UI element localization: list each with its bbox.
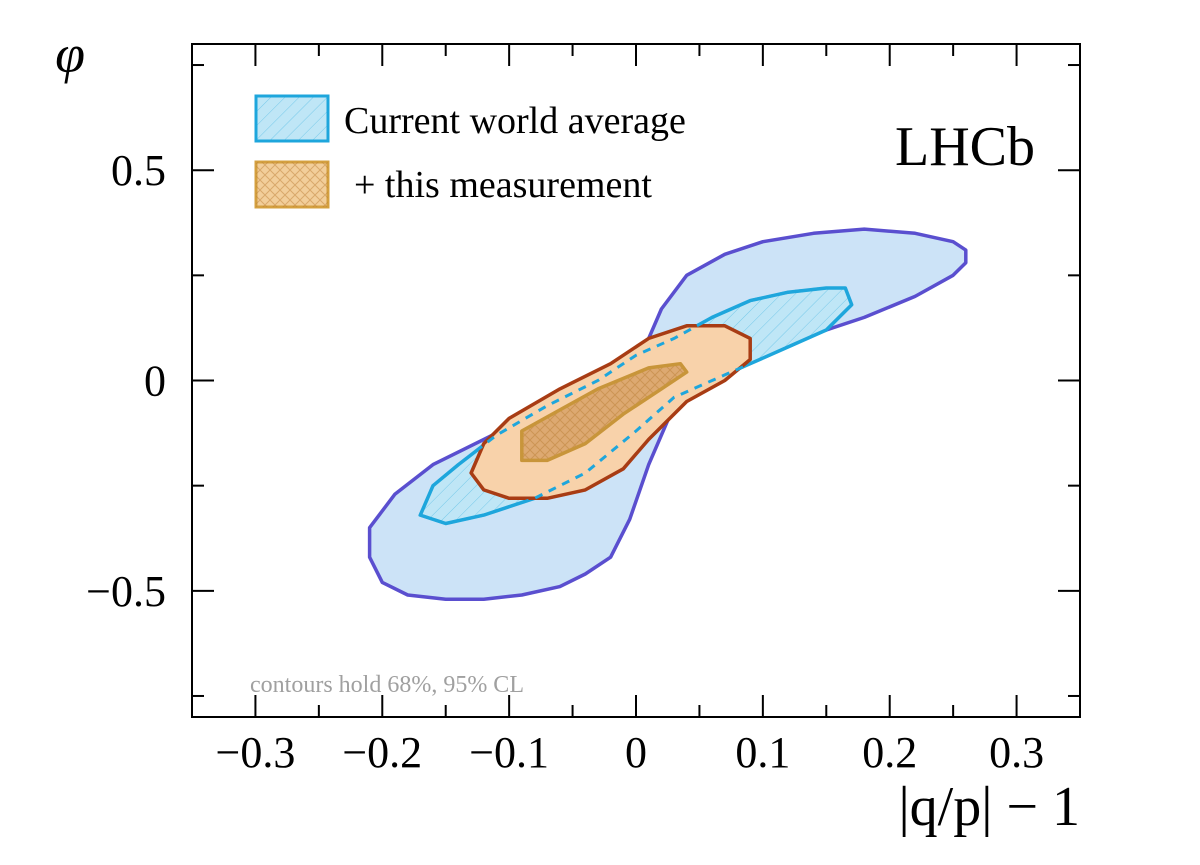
y-tick-label: 0.5 (111, 146, 166, 195)
plot-frame (191, 43, 1081, 718)
x-tick-label: 0.1 (735, 728, 790, 777)
legend-label-this-measurement: + this measurement (354, 164, 652, 206)
experiment-label: LHCb (895, 116, 1035, 178)
legend-swatch-world-average-hatch (256, 96, 328, 141)
contour-this-measurement-68cl-hatch (521, 363, 687, 461)
x-tick-label: 0 (625, 728, 647, 777)
cl-annotation: contours hold 68%, 95% CL (250, 672, 524, 698)
y-tick-label: −0.5 (86, 567, 166, 616)
y-tick-label: 0 (144, 357, 166, 406)
tick-labels: −0.3 −0.2 −0.1 0 0.1 0.2 0.3 −0.5 0 0.5 (86, 146, 1044, 777)
contour-outline-this-measurement-95cl (469, 324, 752, 501)
x-tick-label: 0.2 (862, 728, 917, 777)
x-tick-label: −0.1 (469, 728, 549, 777)
contour-layer (367, 227, 968, 601)
x-tick-label: 0.3 (989, 728, 1044, 777)
contour-outline-this-measurement-68cl (520, 361, 689, 463)
x-tick-label: −0.3 (216, 728, 296, 777)
x-tick-label: −0.2 (342, 728, 422, 777)
legend-label-world-average: Current world average (344, 100, 686, 142)
y-axis-title: φ (55, 24, 85, 84)
x-axis-title: |q/p| − 1 (898, 776, 1080, 838)
legend-swatch-this-measurement-hatch (256, 162, 328, 207)
legend: Current world average + this measurement (254, 94, 686, 209)
contour-outline-world-average-68cl-dashed (418, 286, 854, 526)
